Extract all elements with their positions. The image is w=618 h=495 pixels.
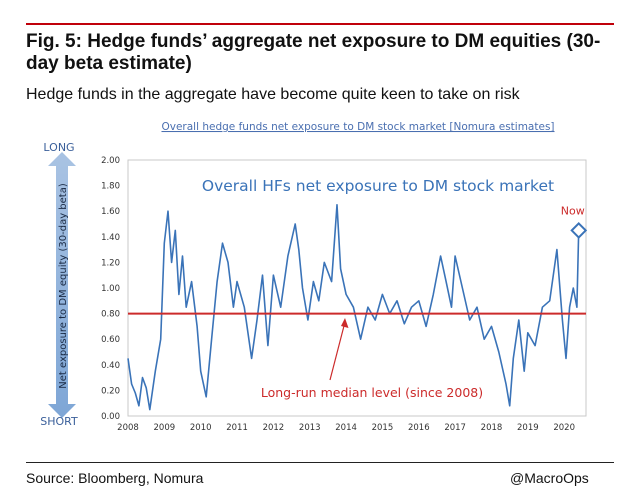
x-axis-ticks: 2008 2009 2010 2011 2012 2013 2014 2015 2016 2017… (117, 423, 575, 433)
x-tick-label: 2017 (444, 423, 466, 433)
y-tick-label: 1.00 (101, 284, 120, 294)
top-rule (26, 23, 614, 25)
y-tick-label: 2.00 (101, 156, 120, 166)
double-arrow-icon (48, 152, 76, 418)
median-label: Long-run median level (since 2008) (261, 385, 483, 400)
series-line-overall-hfs (127, 204, 580, 411)
x-tick-label: 2019 (517, 423, 539, 433)
plot-frame (127, 159, 587, 417)
long-label: LONG (43, 141, 74, 154)
y-tick-label: 1.40 (101, 233, 120, 243)
credit-handle: @MacroOps (510, 470, 589, 486)
x-tick-label: 2015 (372, 423, 394, 433)
x-tick-label: 2008 (117, 423, 139, 433)
y-tick-label: 1.20 (101, 258, 120, 268)
inner-chart-title: Overall HFs net exposure to DM stock mar… (202, 177, 554, 195)
annotation-arrow-line (329, 321, 346, 381)
y-axis-ticks: 0.00 0.20 0.40 0.60 0.80 1.00 1.20 1.40 1.60 1.80… (101, 156, 120, 422)
x-tick-label: 2012 (263, 423, 285, 433)
figure-title: Fig. 5: Hedge funds’ aggregate net expos… (26, 31, 601, 74)
y-tick-label: 0.80 (101, 310, 120, 320)
x-tick-label: 2011 (226, 423, 248, 433)
x-tick-label: 2018 (481, 423, 503, 433)
y-axis-label: Net exposure to DM equity (30-day beta) (58, 183, 69, 389)
y-tick-label: 1.80 (101, 182, 120, 192)
x-tick-label: 2014 (335, 423, 357, 433)
y-tick-label: 0.20 (101, 386, 120, 396)
bottom-rule (26, 462, 614, 463)
chart-title: Overall hedge funds net exposure to DM s… (161, 121, 554, 133)
y-tick-label: 0.00 (101, 412, 120, 422)
y-tick-label: 1.60 (101, 207, 120, 217)
y-tick-label: 0.60 (101, 335, 120, 345)
x-tick-label: 2010 (190, 423, 212, 433)
short-label: SHORT (40, 415, 78, 428)
source-note: Source: Bloomberg, Nomura (26, 470, 204, 486)
long-short-arrow (48, 152, 76, 418)
x-tick-label: 2013 (299, 423, 321, 433)
now-marker-diamond-icon (570, 221, 588, 239)
x-tick-label: 2009 (154, 423, 176, 433)
x-tick-label: 2020 (553, 423, 575, 433)
y-tick-label: 0.40 (101, 361, 120, 371)
x-tick-label: 2016 (408, 423, 430, 433)
now-label: Now (561, 204, 585, 217)
annotation-arrowhead-icon (341, 318, 349, 328)
figure-subtitle: Hedge funds in the aggregate have become… (26, 86, 520, 103)
